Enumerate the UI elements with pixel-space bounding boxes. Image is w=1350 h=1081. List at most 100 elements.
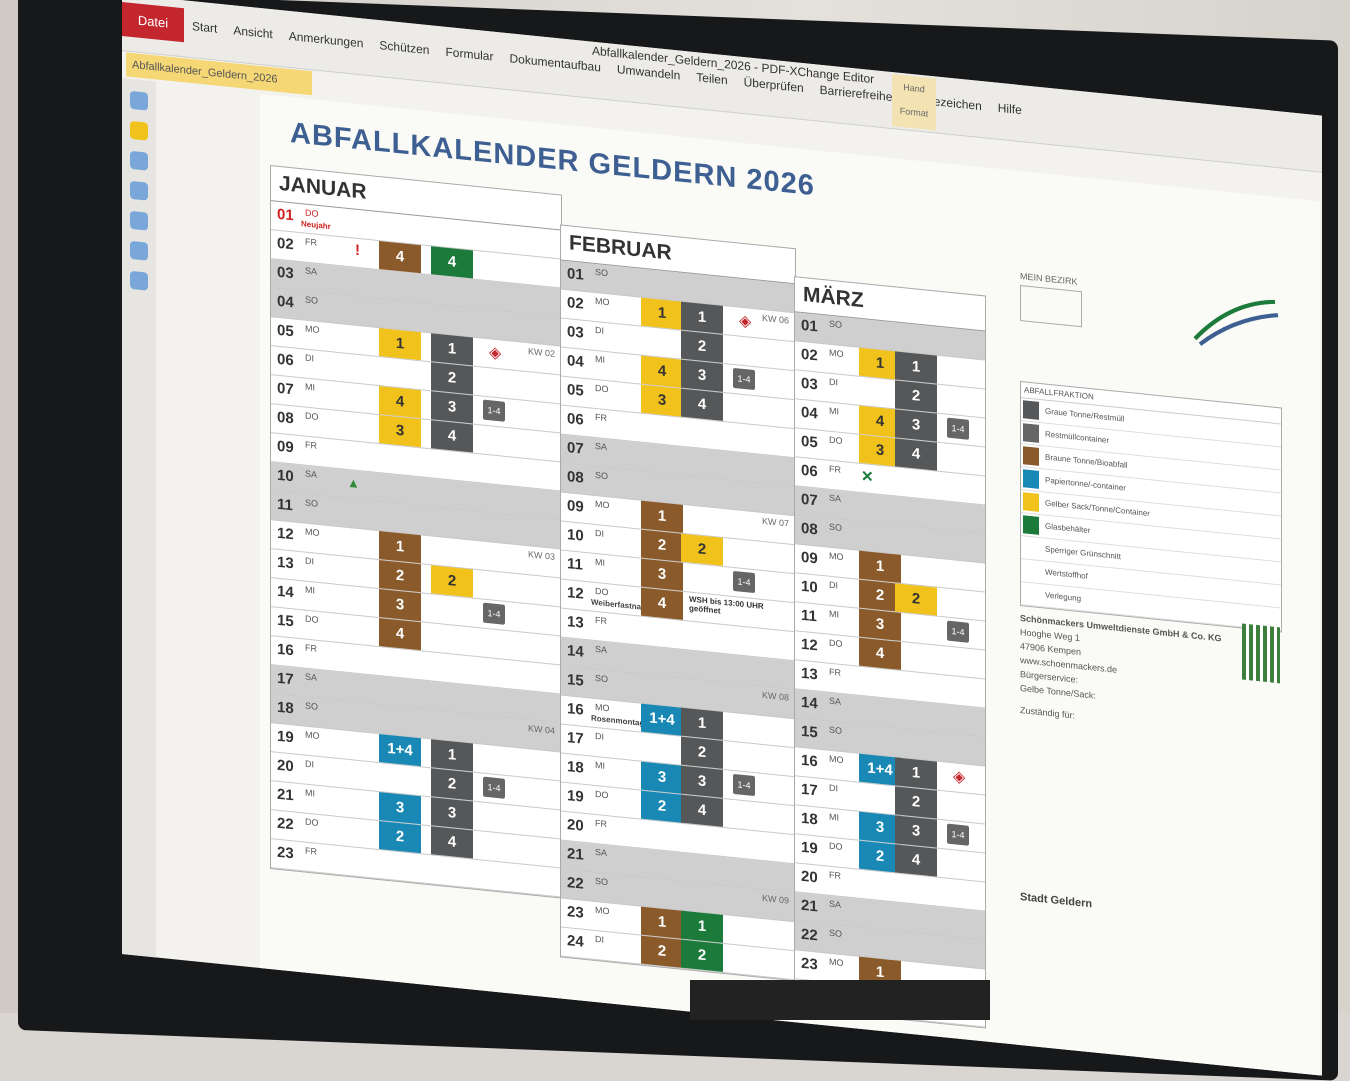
waste-pickup-box: 3 [895,409,937,442]
monitor-bezel: Datei Abfallkalender_Geldern_2026 - PDF-… [18,0,1338,1081]
day-number: 12 [801,635,818,655]
day-number: 19 [567,787,584,806]
waste-pickup-box: 1+4 [379,734,421,767]
link-icon[interactable] [130,270,148,291]
bookmark-icon[interactable] [130,90,148,111]
ribbon-tab[interactable]: Hilfe [997,100,1022,118]
day-number: 18 [277,698,294,718]
waste-pickup-box: 1 [681,301,723,334]
day-number: 06 [567,410,584,429]
waste-pickup-box: 3 [641,384,683,417]
day-number: 16 [277,640,294,660]
ribbon-tab[interactable]: Start [192,19,218,36]
day-number: 17 [567,729,584,748]
day-number: 21 [801,896,818,916]
container-bin-icon: 1-4 [733,367,755,391]
day-number: 15 [277,611,294,631]
weekday: SO [595,672,609,685]
day-number: 04 [567,352,584,371]
day-number: 02 [567,294,584,313]
weekday: MI [305,787,315,799]
waste-pickup-box: 4 [859,637,901,670]
day-number: 14 [567,642,584,661]
day-number: 14 [277,582,294,602]
legend-swatch [1023,400,1039,420]
weekday: DO [305,816,319,828]
ribbon-tab[interactable]: Dokumentaufbau [509,51,601,75]
day-number: 18 [801,809,818,829]
pages-icon[interactable] [130,180,148,201]
legend-swatch [1023,561,1039,581]
ribbon-tab[interactable]: Formular [445,44,494,64]
day-number: 13 [801,664,818,684]
weekday: SO [829,521,843,533]
day-number: 04 [277,292,294,312]
weekday: MO [305,526,320,539]
day-number: 13 [277,553,294,573]
weekday: SO [305,294,319,306]
search-icon[interactable] [130,240,148,261]
weekday: FR [595,817,607,830]
ribbon-tab[interactable]: Ansicht [233,23,273,42]
ribbon-tab[interactable]: Schützen [379,38,430,58]
weekday: DI [829,579,838,591]
day-number: 21 [277,785,294,805]
legend-label: Glasbehälter [1045,521,1091,536]
weekday: MI [595,759,605,771]
container-bin-icon: 1-4 [947,823,969,846]
weekday: DO [595,382,609,395]
waste-pickup-box: 4 [895,438,937,471]
day-number: 18 [567,758,584,777]
day-number: 15 [801,722,818,742]
container-bin-icon: 1-4 [483,776,505,799]
comment-icon[interactable] [130,120,148,141]
waste-pickup-box: 4 [431,246,473,279]
weekday: FR [595,614,607,627]
weekday: SO [829,318,843,330]
file-button[interactable]: Datei [122,1,184,43]
week-number: KW 09 [761,892,789,906]
day-number: 20 [277,756,294,776]
layers-icon[interactable] [130,210,148,231]
attachment-icon[interactable] [130,150,148,171]
day-number: 17 [801,780,818,800]
weekday: DO [829,434,843,447]
weekday: FR [305,845,317,857]
day-number: 07 [277,379,294,399]
contextual-tab-group[interactable]: Hand Format [892,74,936,131]
waste-pickup-box: 4 [431,420,473,453]
waste-pickup-box: 2 [895,583,937,616]
weekday: DO [305,613,319,625]
waste-pickup-box: 2 [681,330,723,363]
day-number: 23 [567,903,584,922]
weekday: SA [305,265,318,277]
weekday: MI [595,353,605,365]
contextual-tab-label: Format [899,105,929,119]
weekday: SA [829,695,842,707]
day-number: 12 [277,524,294,544]
waste-pickup-box: 3 [859,608,901,641]
hazard-sign-icon: ◈ [739,312,752,331]
ribbon-tab[interactable]: Barrierefreiheit [819,82,899,105]
day-number: 21 [567,845,584,864]
month-0: JANUAR 01 DO Neujahr 02 FR! 4 4 03 SA 04 SO 05 MO KW 0… [270,164,562,899]
weekday: DO [595,788,609,801]
waste-pickup-box: 1+4 [641,703,683,736]
waste-pickup-box: 4 [641,587,683,620]
ribbon-tab[interactable]: Anmerkungen [288,28,364,51]
legend-swatch [1023,515,1039,535]
waste-pickup-box: 2 [681,736,723,769]
week-number: KW 08 [761,689,789,703]
weekday: SA [829,898,842,910]
waste-pickup-box: 1 [379,531,421,564]
weekday: FR [305,642,317,654]
weekday: SO [305,700,319,712]
geldern-logo [1193,299,1279,346]
waste-pickup-box: 2 [895,786,937,819]
weekday: SO [595,266,609,279]
day-number: 03 [801,374,818,394]
weekday: MI [829,608,839,620]
waste-pickup-box: 1 [859,550,901,583]
weekday: DO [305,207,319,219]
ribbon-tab[interactable]: Teilen [696,70,728,88]
